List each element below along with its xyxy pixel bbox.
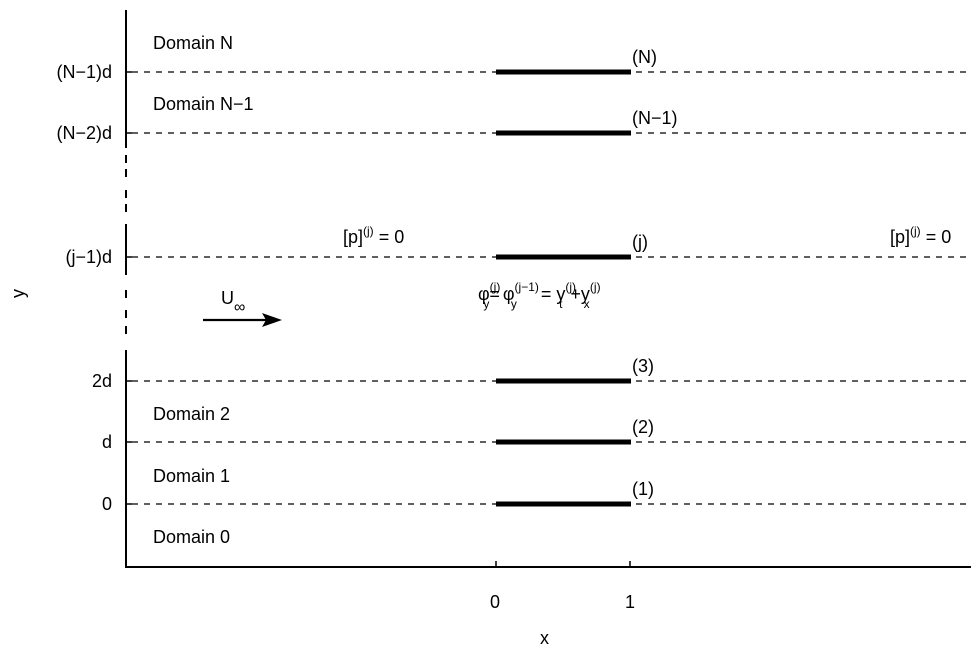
x-axis-label: x <box>540 628 549 648</box>
domain-label: Domain 1 <box>153 466 230 486</box>
y-tick-label: (N−1)d <box>56 62 112 82</box>
freestream-arrow <box>203 313 282 327</box>
y-tick-label: 2d <box>92 371 112 391</box>
y-axis-label: y <box>8 289 28 298</box>
pressure-condition-left: [p](j) = 0 <box>343 224 404 247</box>
domain-label: Domain N−1 <box>153 94 254 114</box>
plate-label: (1) <box>632 479 654 499</box>
freestream-label: U∞ <box>221 288 245 316</box>
plate-label: (j) <box>632 232 648 252</box>
domain-label: Domain N <box>153 33 233 53</box>
y-tick-label: (j−1)d <box>65 247 112 267</box>
plate-label: (2) <box>632 417 654 437</box>
plate-label: (N−1) <box>632 108 678 128</box>
y-tick-label: d <box>102 432 112 452</box>
x-tick-label: 1 <box>625 592 635 612</box>
domain-label: Domain 0 <box>153 527 230 547</box>
pressure-condition-right: [p](j) = 0 <box>890 224 951 247</box>
plate-label: (N) <box>632 47 657 67</box>
domain-label: Domain 2 <box>153 404 230 424</box>
y-tick-label: (N−2)d <box>56 123 112 143</box>
plate-label: (3) <box>632 356 654 376</box>
boundary-condition: φ(j) y= φ(j−1) y = y(j) t +y(j) x <box>478 280 601 311</box>
x-tick-label: 0 <box>490 592 500 612</box>
y-tick-label: 0 <box>102 494 112 514</box>
